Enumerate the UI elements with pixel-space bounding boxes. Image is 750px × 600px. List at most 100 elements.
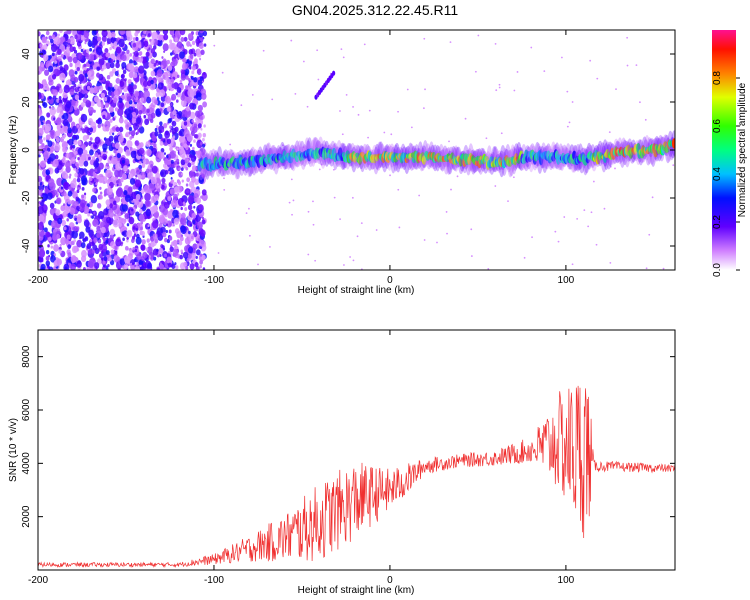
heatmap-cell: [171, 263, 176, 270]
heatmap-speckle: [566, 90, 569, 93]
heatmap-cell: [87, 40, 93, 47]
heatmap-cell: [96, 174, 100, 180]
heatmap-cell: [183, 36, 188, 42]
heatmap-speckle: [349, 256, 352, 258]
heatmap-cell: [49, 202, 55, 209]
heatmap-cell: [164, 201, 170, 209]
heatmap-cell: [114, 70, 119, 77]
heatmap-cell: [100, 226, 106, 234]
heatmap-cell: [110, 36, 116, 44]
heatmap-speckle: [217, 252, 220, 254]
heatmap-cell: [203, 124, 206, 128]
heatmap-cell: [194, 58, 198, 64]
heatmap-cell: [170, 199, 178, 208]
heatmap-cell: [51, 34, 56, 40]
heatmap-cell: [171, 83, 176, 89]
heatmap-cell: [135, 117, 142, 125]
y-tick-label: 40: [21, 48, 32, 60]
heatmap-cell: [162, 60, 168, 68]
heatmap-cell: [48, 65, 54, 73]
heatmap-cell: [171, 179, 175, 183]
heatmap-cell: [120, 211, 124, 215]
heatmap-speckle: [248, 234, 251, 237]
heatmap-cell: [191, 70, 195, 75]
heatmap-cell: [39, 181, 43, 186]
heatmap-cell: [172, 109, 177, 116]
heatmap-cell: [153, 62, 157, 67]
heatmap-cell: [139, 147, 145, 155]
heatmap-cell: [144, 118, 150, 126]
heatmap-cell: [48, 96, 52, 100]
heatmap-cell: [124, 108, 131, 116]
heatmap-cell: [164, 253, 168, 258]
heatmap-cell: [66, 218, 69, 222]
heatmap-speckle: [608, 131, 611, 134]
heatmap-cell: [186, 177, 191, 183]
heatmap-cell: [198, 176, 205, 185]
heatmap-cell: [166, 239, 170, 244]
heatmap-cell: [151, 31, 158, 40]
heatmap-speckle: [312, 223, 315, 226]
heatmap-cell: [47, 140, 53, 147]
heatmap-cell: [203, 71, 206, 76]
y-tick-label: 4000: [21, 452, 32, 475]
heatmap-cell: [70, 255, 77, 263]
heatmap-cell: [88, 229, 94, 237]
heatmap-cell: [141, 56, 147, 64]
heatmap-cell: [189, 97, 193, 101]
heatmap-cell: [179, 254, 183, 260]
heatmap-cell: [169, 125, 172, 129]
heatmap-cell: [180, 94, 185, 101]
heatmap-cell: [80, 113, 88, 123]
heatmap-cell: [84, 236, 89, 242]
heatmap-cell: [59, 72, 66, 81]
heatmap-cell: [76, 41, 82, 47]
heatmap-speckle: [292, 199, 295, 202]
heatmap-cell: [201, 219, 206, 225]
heatmap-cell: [166, 138, 172, 145]
heatmap-cell: [56, 258, 62, 266]
heatmap-cell: [105, 162, 109, 167]
heatmap-cell: [102, 237, 107, 242]
heatmap-cell: [160, 102, 165, 108]
heatmap-cell: [83, 219, 90, 228]
heatmap-cell: [65, 101, 72, 109]
heatmap-cell: [124, 110, 127, 114]
heatmap-speckle: [316, 49, 319, 52]
heatmap-cell: [50, 130, 55, 136]
heatmap-cell: [132, 60, 136, 64]
heatmap-speckle: [614, 167, 616, 170]
heatmap-cell: [186, 189, 190, 194]
heatmap-cell: [197, 79, 203, 86]
heatmap-cell: [60, 237, 67, 246]
heatmap-cell: [95, 46, 103, 55]
heatmap-cell: [143, 40, 149, 48]
heatmap-cell: [109, 71, 114, 77]
heatmap-cell: [194, 198, 198, 203]
heatmap-cell: [121, 204, 128, 212]
heatmap-cell: [55, 136, 60, 143]
heatmap-cell: [175, 92, 178, 96]
heatmap-cell: [181, 69, 186, 76]
heatmap-cell: [132, 235, 136, 240]
heatmap-cell: [65, 161, 71, 169]
heatmap-cell: [70, 157, 76, 165]
heatmap-cell: [49, 107, 57, 116]
heatmap-cell: [126, 124, 129, 128]
heatmap-cell: [60, 186, 64, 190]
heatmap-cell: [170, 190, 173, 194]
heatmap-cell: [184, 109, 191, 118]
heatmap-cell: [38, 127, 44, 137]
heatmap-cell: [116, 152, 121, 159]
heatmap-cell: [93, 237, 98, 243]
heatmap-cell: [150, 112, 156, 119]
heatmap-cell: [131, 262, 135, 266]
heatmap-cell: [139, 226, 144, 231]
heatmap-cell: [87, 249, 93, 256]
heatmap-speckle: [406, 88, 409, 91]
heatmap-cell: [202, 137, 205, 142]
heatmap-speckle: [609, 261, 612, 264]
heatmap-speckle: [397, 110, 399, 113]
heatmap-cell: [128, 216, 135, 225]
heatmap-cell: [129, 52, 133, 57]
